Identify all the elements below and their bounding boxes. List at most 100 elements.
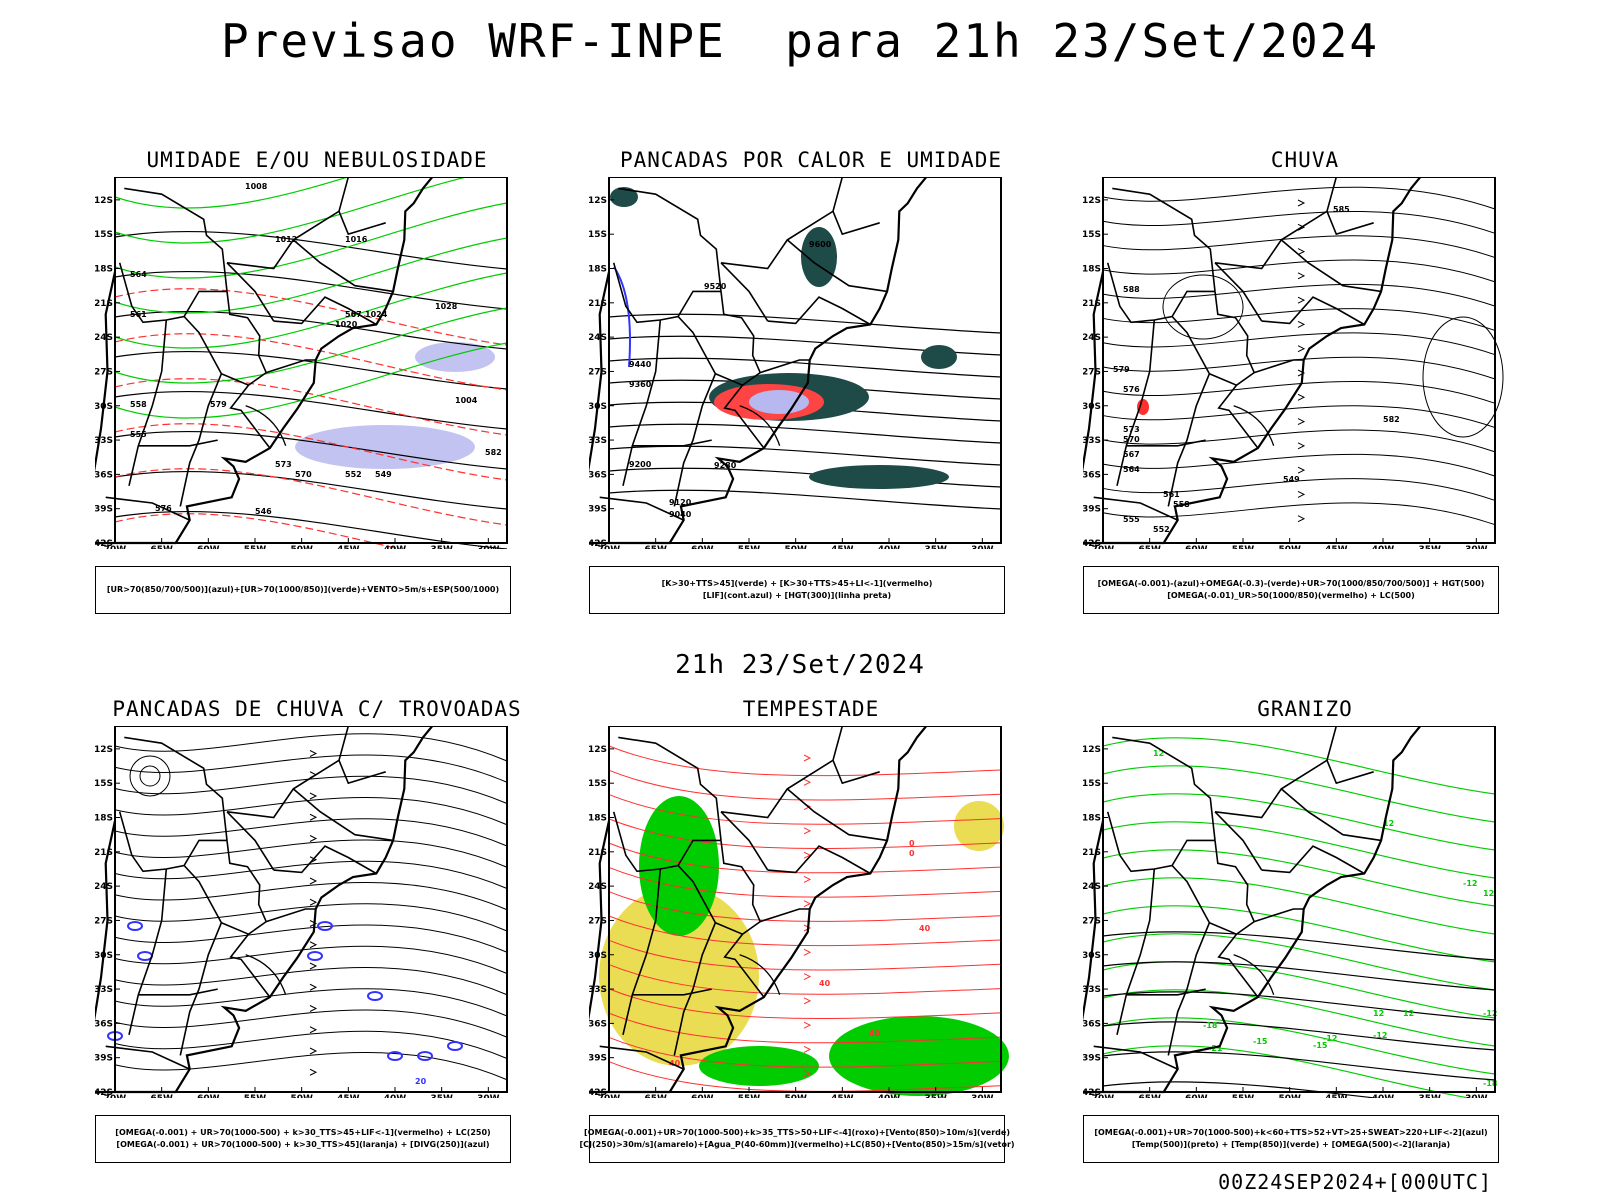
lat-label: 12S — [95, 196, 113, 206]
streamline — [1102, 332, 1496, 356]
contour-label: 40 — [869, 1029, 881, 1038]
contour-label: 12 — [1383, 819, 1394, 828]
lat-label: 24S — [95, 882, 113, 892]
streamline-arrow — [1297, 199, 1306, 207]
lon-label: 70W — [598, 1094, 621, 1098]
lagoon — [739, 405, 781, 446]
panel-chuva: CHUVA 585 588 582 579 576 573 570 567 564 561 558 5… — [1045, 148, 1565, 628]
lat-label: 27S — [589, 367, 607, 377]
contour-label: 40 — [919, 924, 931, 933]
streamline — [114, 797, 508, 826]
contour-label: 12 — [1403, 1009, 1414, 1018]
contour-label: 576 — [1123, 385, 1140, 394]
border-line — [832, 210, 880, 236]
precip-fill — [1137, 399, 1149, 415]
map-axes: 12S 15S 18S 21S 24S 27S 30S 33S 36S 39S 42S70W 65W 6… — [589, 745, 994, 1098]
streamline — [1102, 283, 1496, 307]
contour-label: 0 — [909, 849, 915, 858]
lagoon — [245, 954, 287, 995]
contour-line — [1102, 1081, 1380, 1098]
border-line — [292, 239, 394, 293]
contour-line — [114, 177, 469, 244]
streamline — [114, 733, 508, 762]
lat-label: 24S — [1083, 882, 1101, 892]
lagoon — [739, 954, 781, 995]
panel-title: GRANIZO — [1257, 697, 1353, 721]
streamline — [608, 939, 1002, 971]
map-base — [95, 177, 434, 545]
contour-line — [1102, 1051, 1496, 1081]
lat-label: 18S — [589, 265, 607, 275]
map-base — [1083, 177, 1422, 545]
streamline — [608, 818, 1002, 850]
streamline-arrow — [309, 813, 318, 821]
lon-label: 65W — [1138, 1094, 1161, 1098]
divergence-contour — [127, 921, 143, 931]
map-base — [589, 177, 928, 545]
lat-label: 33S — [1083, 436, 1101, 446]
streamline — [114, 1030, 508, 1059]
map-frame — [114, 726, 508, 1093]
contour-line — [1102, 989, 1496, 1047]
contour-label: 1024 — [365, 310, 388, 319]
contour-line — [1102, 931, 1496, 961]
lon-label: 60W — [197, 545, 220, 549]
map-axes: 12S 15S 18S 21S 24S 27S 30S 33S 36S 39S 42S70W 65W 6… — [589, 196, 994, 549]
lon-label: 30W — [1465, 1094, 1488, 1098]
border-line — [786, 239, 888, 293]
lon-label: 35W — [1418, 545, 1441, 549]
streamline-vortex — [1422, 316, 1504, 438]
lon-label: 60W — [691, 545, 714, 549]
border-line — [720, 291, 765, 449]
contour-label: 582 — [1383, 415, 1400, 424]
lat-label: 12S — [589, 745, 607, 755]
streamline-arrow — [803, 1070, 812, 1078]
border-line — [273, 845, 377, 875]
lon-label: 35W — [430, 1094, 453, 1098]
border-line — [338, 210, 386, 236]
map-base — [1083, 726, 1422, 1094]
streamline-vortex — [129, 755, 171, 797]
divergence-contour — [307, 951, 323, 961]
border-line — [273, 296, 377, 326]
streamline — [114, 882, 508, 911]
lon-label: 55W — [1232, 1094, 1255, 1098]
lon-label: 35W — [430, 545, 453, 549]
contour-label: 552 — [345, 470, 362, 479]
lon-label: 30W — [971, 1094, 994, 1098]
border-line — [265, 359, 316, 374]
lat-label: 42S — [589, 539, 607, 549]
lat-label: 21S — [589, 299, 607, 309]
border-line — [1093, 1045, 1179, 1070]
panel-granizo: GRANIZO 12 12 12 12 12 -12 -12 -12 -12 -15 -15 -18-… — [1045, 697, 1565, 1177]
lon-label: 55W — [244, 1094, 267, 1098]
streamlines — [114, 733, 508, 1081]
contour-label: 549 — [1283, 475, 1300, 484]
lat-label: 27S — [1083, 367, 1101, 377]
row-title: 21h 23/Set/2024 — [675, 650, 925, 680]
contour-label: 585 — [1333, 205, 1350, 214]
lon-label: 30W — [1465, 545, 1488, 549]
streamline-arrow — [309, 750, 318, 757]
border-line — [128, 319, 168, 486]
border-line — [292, 788, 394, 842]
streamline-arrow — [803, 1021, 812, 1029]
streamline-arrow — [309, 1005, 318, 1012]
lat-label: 42S — [95, 539, 113, 549]
border-line — [1214, 291, 1259, 449]
contour-label: 573 — [275, 460, 292, 469]
lat-label: 12S — [95, 745, 113, 755]
panel-pancadas-calor: PANCADAS POR CALOR E UMIDADE 9600 9520 944… — [551, 148, 1071, 628]
streamline — [114, 860, 508, 889]
lat-label: 27S — [589, 916, 607, 926]
lat-label: 30S — [589, 402, 607, 412]
contour-line — [1102, 1021, 1496, 1051]
lat-label: 18S — [95, 265, 113, 275]
border-line — [759, 908, 810, 923]
streamline — [1102, 405, 1496, 429]
contour-label: -18 — [1203, 1021, 1218, 1030]
contour-label: 40 — [819, 979, 831, 988]
divergence-contour — [387, 1051, 403, 1061]
border-line — [1261, 296, 1365, 326]
border-line — [673, 373, 717, 507]
